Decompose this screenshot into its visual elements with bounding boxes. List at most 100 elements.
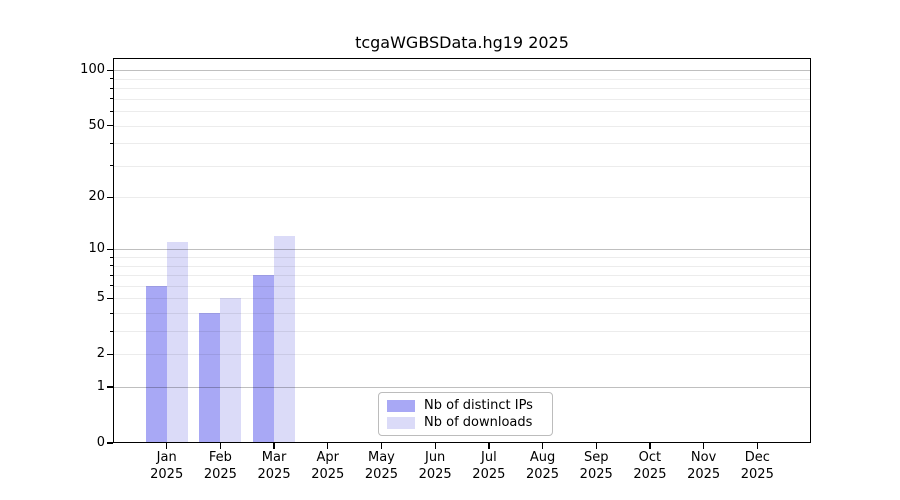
legend-item-downloads: Nb of downloads	[387, 415, 544, 430]
gridline-minor	[113, 313, 811, 315]
y-minor-tick	[109, 87, 113, 89]
y-tick-label: 5	[96, 290, 105, 306]
y-tick-label: 10	[88, 241, 105, 257]
y-tick	[106, 442, 113, 444]
gridline-minor	[113, 285, 811, 287]
y-minor-tick	[109, 256, 113, 258]
gridline-minor	[113, 78, 811, 80]
y-tick-label: 20	[88, 189, 105, 205]
gridline-minor	[113, 111, 811, 113]
gridline-major	[113, 249, 811, 251]
legend-label-downloads: Nb of downloads	[424, 415, 533, 430]
x-tick-label-month: Dec	[744, 450, 770, 465]
y-minor-tick	[109, 125, 113, 127]
x-tick	[166, 443, 168, 449]
bar-downloads-feb	[220, 298, 242, 443]
legend-swatch-downloads-icon	[387, 416, 415, 429]
y-minor-tick	[109, 142, 113, 144]
x-tick-label-month: Oct	[638, 450, 662, 465]
y-minor-tick	[109, 196, 113, 198]
bars-layer	[113, 58, 811, 443]
x-tick-label-year: 2025	[525, 466, 560, 482]
y-tick	[106, 386, 113, 388]
x-tick	[273, 443, 275, 449]
bar-distinct-ips-jan	[145, 285, 167, 443]
x-tick	[703, 443, 705, 449]
x-tick-label-year: 2025	[150, 466, 184, 482]
x-tick-label: Jul 2025	[459, 450, 519, 483]
x-tick-label-month: Jul	[481, 450, 497, 465]
x-tick-label-year: 2025	[740, 466, 774, 482]
gridline-minor	[113, 354, 811, 356]
x-tick-label: Dec 2025	[727, 450, 787, 483]
x-tick-label: Mar 2025	[244, 450, 304, 483]
x-tick	[434, 443, 436, 449]
y-minor-tick	[109, 165, 113, 167]
x-tick-label: Oct 2025	[620, 450, 680, 483]
bar-distinct-ips-mar	[253, 275, 275, 443]
x-tick	[219, 443, 222, 449]
x-tick	[541, 443, 544, 449]
x-tick-label-month: May	[368, 450, 395, 465]
bar-downloads-jan	[166, 242, 188, 443]
x-tick-label-year: 2025	[257, 466, 291, 482]
y-minor-tick	[109, 353, 113, 355]
y-tick-label: 2	[96, 346, 105, 362]
x-tick-label: Feb 2025	[190, 450, 250, 483]
x-tick-label: Jan 2025	[137, 450, 197, 483]
x-tick-label: Jun 2025	[405, 450, 465, 483]
x-tick-label: Nov 2025	[674, 450, 734, 483]
y-minor-tick	[109, 312, 113, 314]
x-tick	[327, 443, 329, 449]
x-tick-label: May 2025	[351, 450, 411, 483]
x-tick-label-year: 2025	[579, 466, 613, 482]
x-tick-label-month: Jan	[156, 450, 177, 465]
bar-downloads-mar	[274, 235, 296, 443]
x-tick-label-month: Sep	[583, 450, 609, 465]
x-tick	[756, 443, 758, 449]
gridline-minor	[113, 298, 811, 300]
gridline-minor	[113, 331, 811, 333]
x-tick-label-year: 2025	[472, 466, 506, 482]
x-tick-label-year: 2025	[311, 466, 345, 482]
x-tick-label-year: 2025	[203, 466, 237, 482]
y-tick	[106, 69, 113, 72]
y-minor-tick	[109, 330, 113, 332]
x-tick-label-year: 2025	[364, 466, 398, 482]
y-tick-label: 1	[96, 379, 105, 395]
x-tick-label-year: 2025	[418, 466, 452, 482]
x-tick-label: Apr 2025	[298, 450, 358, 483]
gridline-minor	[113, 88, 811, 90]
chart-title: tcgaWGBSData.hg19 2025	[355, 33, 569, 52]
y-tick-label: 50	[88, 117, 105, 133]
gridline-major	[113, 387, 811, 389]
y-minor-tick	[109, 98, 113, 100]
x-tick-label: Sep 2025	[566, 450, 626, 483]
plot-area	[113, 58, 811, 443]
gridline-major	[113, 70, 811, 72]
x-tick-label-month: Feb	[208, 450, 232, 465]
gridline-minor	[113, 275, 811, 277]
y-minor-tick	[109, 297, 113, 299]
legend: Nb of distinct IPs Nb of downloads	[378, 392, 553, 436]
gridline-minor	[113, 165, 811, 167]
gridline-minor	[113, 197, 811, 199]
legend-label-distinct-ips: Nb of distinct IPs	[424, 398, 533, 413]
y-minor-tick	[109, 78, 113, 80]
legend-swatch-distinct-ips-icon	[387, 399, 415, 412]
x-tick	[488, 443, 490, 449]
gridline-minor	[113, 125, 811, 127]
x-tick-label-year: 2025	[687, 466, 721, 482]
bar-distinct-ips-feb	[199, 313, 221, 443]
y-minor-tick	[109, 285, 113, 287]
y-tick	[106, 248, 113, 251]
y-minor-tick	[109, 265, 113, 267]
y-tick-label: 100	[80, 62, 105, 78]
x-tick-label-month: Aug	[529, 450, 556, 465]
grid-layer	[113, 58, 811, 443]
y-minor-tick	[109, 110, 113, 112]
legend-item-distinct-ips: Nb of distinct IPs	[387, 398, 544, 413]
gridline-minor	[113, 257, 811, 259]
x-tick-label-month: Nov	[690, 450, 717, 465]
